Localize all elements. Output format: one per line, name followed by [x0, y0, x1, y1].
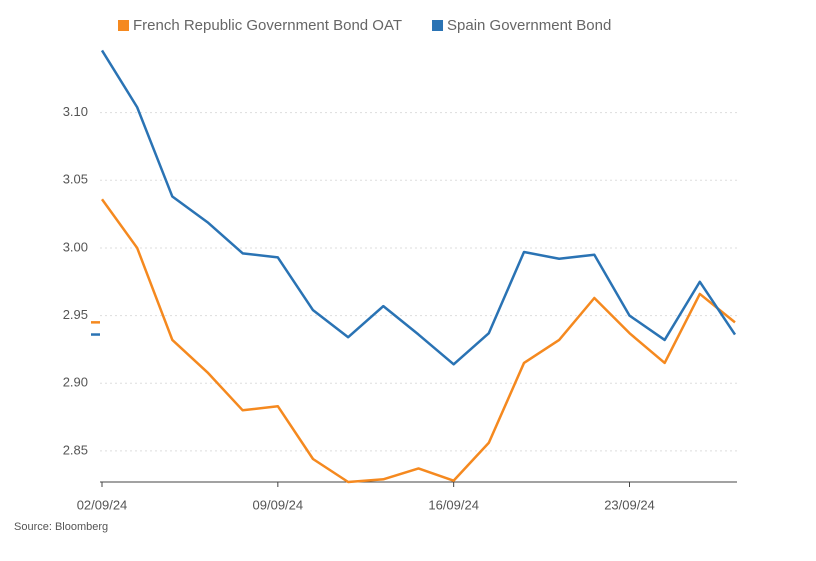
y-tick-label: 3.00	[63, 239, 88, 254]
y-tick-label: 3.05	[63, 172, 88, 187]
legend-label: French Republic Government Bond OAT	[133, 17, 402, 34]
legend: French Republic Government Bond OAT Spain…	[118, 17, 611, 34]
x-tick-label: 23/09/24	[604, 497, 655, 512]
series-line	[100, 198, 736, 484]
legend-label: Spain Government Bond	[447, 17, 611, 34]
y-tick-label: 2.95	[63, 307, 88, 322]
legend-swatch	[432, 20, 444, 31]
source-note: Source: Bloomberg	[14, 521, 108, 533]
x-tick-label: 16/09/24	[428, 497, 479, 512]
y-tick-label: 2.85	[63, 442, 88, 457]
series-line	[100, 49, 737, 366]
y-tick-label: 3.10	[63, 104, 88, 119]
legend-swatch	[118, 20, 129, 31]
x-tick-label: 09/09/24	[253, 497, 304, 512]
x-tick-label: 02/09/24	[77, 497, 128, 512]
y-tick-label: 2.90	[63, 375, 88, 390]
